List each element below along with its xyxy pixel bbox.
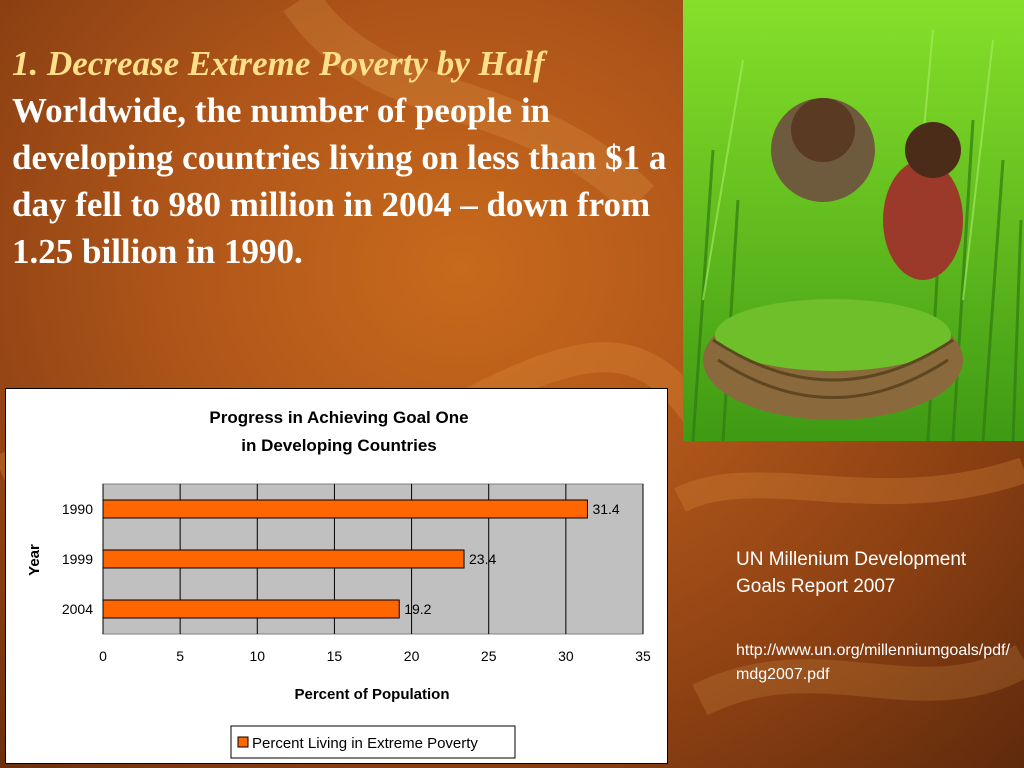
x-tick-label: 10: [249, 648, 265, 664]
x-tick-label: 35: [635, 648, 651, 664]
bars: 31.4 23.4 19.2: [102, 499, 620, 619]
source-url-link[interactable]: http://www.un.org/millenniumgoals/pdf/md…: [736, 642, 1010, 683]
category-labels: 1990 1999 2004: [62, 501, 93, 617]
y-axis-label: Year: [26, 544, 43, 576]
x-tick-label: 30: [558, 648, 574, 664]
bar-1990: [102, 499, 588, 519]
slide-body-text: Worldwide, the number of people in devel…: [12, 91, 667, 271]
x-tick-label: 15: [327, 648, 343, 664]
farmers-photo: [683, 0, 1024, 441]
x-tick-label: 0: [99, 648, 107, 664]
bar-value-label: 19.2: [404, 601, 431, 617]
x-tick-label: 25: [481, 648, 497, 664]
source-label: UN Millenium Development Goals Report 20…: [736, 549, 967, 597]
bar-value-label: 31.4: [592, 501, 619, 517]
legend-box: [230, 725, 516, 759]
legend-swatch: [237, 736, 249, 748]
bar-1999: [102, 549, 465, 569]
category-label: 2004: [62, 601, 93, 617]
chart-title-line1: Progress in Achieving Goal One: [209, 408, 468, 427]
x-tick-label: 5: [176, 648, 184, 664]
bar-value-label: 23.4: [469, 551, 496, 567]
category-label: 1999: [62, 551, 93, 567]
bar-2004: [102, 599, 400, 619]
legend: Percent Living in Extreme Poverty: [230, 725, 516, 759]
category-label: 1990: [62, 501, 93, 517]
x-tick-label: 20: [404, 648, 420, 664]
x-tick-labels: 0 5 10 15 20 25 30 35: [99, 648, 651, 664]
x-axis-label: Percent of Population: [294, 686, 449, 703]
poverty-bar-chart: Progress in Achieving Goal One in Develo…: [26, 408, 651, 759]
chart-panel: Progress in Achieving Goal One in Develo…: [5, 388, 668, 764]
legend-label: Percent Living in Extreme Poverty: [252, 735, 478, 752]
slide-heading: 1. Decrease Extreme Poverty by Half Worl…: [12, 40, 672, 275]
slide-title: 1. Decrease Extreme Poverty by Half: [12, 44, 545, 83]
chart-title-line2: in Developing Countries: [241, 436, 437, 455]
